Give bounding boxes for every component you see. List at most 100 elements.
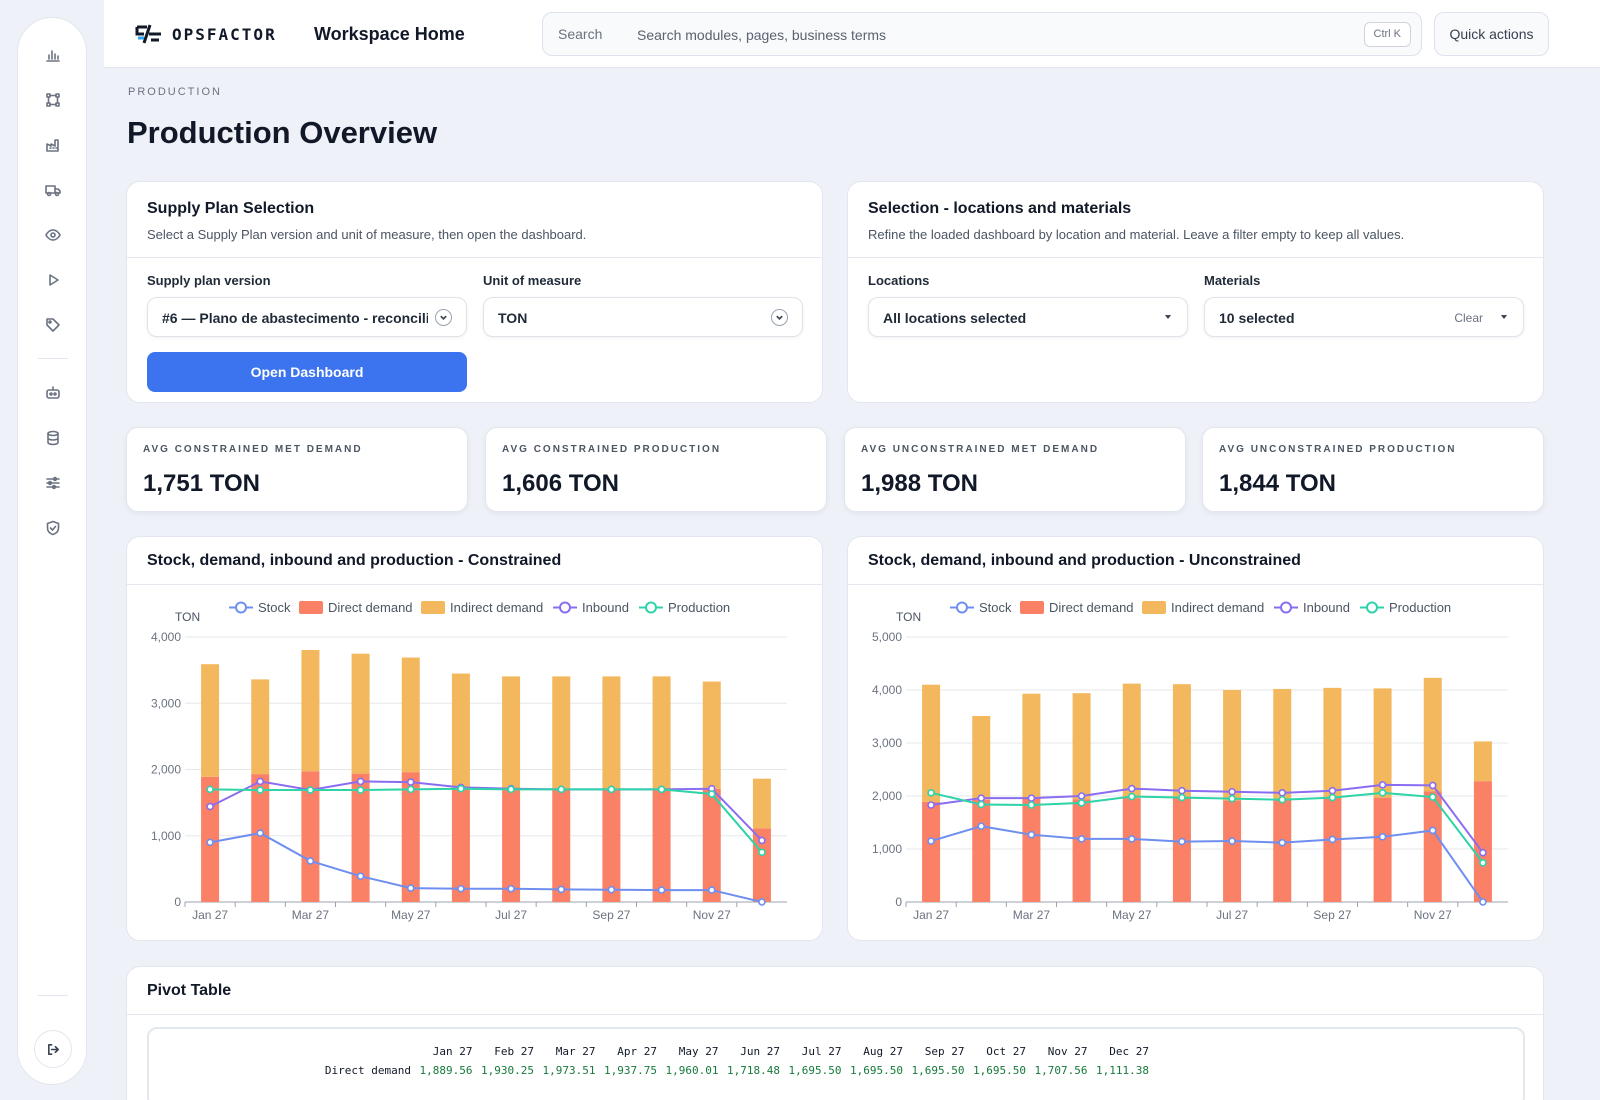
breadcrumb[interactable]: PRODUCTION bbox=[128, 86, 222, 98]
uom-select[interactable]: TON bbox=[483, 297, 803, 337]
point-production[interactable] bbox=[1278, 795, 1287, 804]
point-inbound[interactable] bbox=[1428, 781, 1437, 790]
open-dashboard-button[interactable]: Open Dashboard bbox=[147, 352, 467, 392]
factory-icon[interactable] bbox=[42, 134, 64, 156]
legend-item-inbound[interactable]: Inbound bbox=[553, 600, 629, 615]
bar-direct-demand[interactable] bbox=[702, 788, 721, 902]
point-production[interactable] bbox=[1178, 793, 1186, 802]
bar-direct-demand[interactable] bbox=[451, 788, 470, 902]
bar-direct-demand[interactable] bbox=[1172, 796, 1191, 902]
point-production[interactable] bbox=[507, 785, 515, 794]
point-production[interactable] bbox=[707, 790, 716, 798]
sliders-icon[interactable] bbox=[42, 472, 64, 494]
bar-direct-demand[interactable] bbox=[552, 789, 571, 902]
point-inbound[interactable] bbox=[406, 778, 415, 786]
supply-plan-version-select[interactable]: #6 — Plano de abastecimento - reconcilia… bbox=[147, 297, 467, 337]
bar-indirect-demand[interactable] bbox=[201, 664, 220, 777]
bar-direct-demand[interactable] bbox=[1072, 799, 1091, 902]
legend-item-inbound[interactable]: Inbound bbox=[1274, 600, 1350, 615]
bar-direct-demand[interactable] bbox=[602, 789, 621, 902]
point-production[interactable] bbox=[1027, 801, 1036, 809]
point-production[interactable] bbox=[1328, 793, 1337, 802]
pivot-column-header[interactable]: Jun 27 bbox=[740, 1045, 780, 1058]
point-stock[interactable] bbox=[707, 886, 716, 894]
point-stock[interactable] bbox=[507, 884, 515, 893]
point-stock[interactable] bbox=[1428, 826, 1437, 835]
point-production[interactable] bbox=[1479, 858, 1487, 867]
bar-indirect-demand[interactable] bbox=[351, 653, 370, 774]
legend-item-indirect-demand[interactable]: Indirect demand bbox=[1142, 600, 1264, 615]
point-inbound[interactable] bbox=[256, 777, 265, 786]
workflow-icon[interactable] bbox=[42, 89, 64, 111]
point-production[interactable] bbox=[1428, 793, 1437, 801]
bar-indirect-demand[interactable] bbox=[1122, 683, 1141, 799]
bar-direct-demand[interactable] bbox=[922, 801, 941, 902]
pivot-column-header[interactable]: Nov 27 bbox=[1047, 1045, 1088, 1058]
point-inbound[interactable] bbox=[1077, 792, 1086, 800]
bar-indirect-demand[interactable] bbox=[1223, 690, 1242, 801]
legend-item-stock[interactable]: Stock bbox=[950, 600, 1012, 615]
point-inbound[interactable] bbox=[356, 777, 365, 786]
point-stock[interactable] bbox=[1178, 837, 1186, 846]
legend-item-direct-demand[interactable]: Direct demand bbox=[299, 600, 413, 615]
materials-select[interactable]: 10 selected Clear bbox=[1204, 297, 1524, 337]
bar-indirect-demand[interactable] bbox=[972, 715, 991, 800]
point-stock[interactable] bbox=[256, 829, 265, 837]
bar-direct-demand[interactable] bbox=[502, 789, 521, 902]
locations-select[interactable]: All locations selected bbox=[868, 297, 1188, 337]
point-production[interactable] bbox=[1378, 789, 1387, 797]
tag-icon[interactable] bbox=[42, 314, 64, 336]
point-stock[interactable] bbox=[1077, 835, 1086, 843]
bar-indirect-demand[interactable] bbox=[251, 679, 270, 775]
point-production[interactable] bbox=[607, 785, 616, 794]
bar-indirect-demand[interactable] bbox=[752, 778, 771, 829]
bar-indirect-demand[interactable] bbox=[1172, 684, 1191, 797]
point-inbound[interactable] bbox=[1127, 784, 1136, 793]
bar-indirect-demand[interactable] bbox=[1323, 687, 1342, 798]
bar-direct-demand[interactable] bbox=[1473, 781, 1492, 902]
bar-direct-demand[interactable] bbox=[401, 772, 420, 902]
truck-icon[interactable] bbox=[42, 179, 64, 201]
eye-icon[interactable] bbox=[42, 224, 64, 246]
point-stock[interactable] bbox=[1278, 838, 1287, 847]
point-production[interactable] bbox=[256, 786, 265, 794]
point-stock[interactable] bbox=[206, 838, 214, 847]
bar-direct-demand[interactable] bbox=[972, 799, 991, 902]
point-inbound[interactable] bbox=[977, 794, 986, 802]
point-inbound[interactable] bbox=[927, 801, 935, 809]
point-production[interactable] bbox=[927, 789, 935, 797]
bar-direct-demand[interactable] bbox=[1373, 797, 1392, 902]
point-inbound[interactable] bbox=[1027, 794, 1036, 802]
bar-indirect-demand[interactable] bbox=[1423, 677, 1442, 792]
point-stock[interactable] bbox=[356, 872, 365, 880]
legend-item-indirect-demand[interactable]: Indirect demand bbox=[421, 600, 543, 615]
shield-icon[interactable] bbox=[42, 517, 64, 539]
pivot-column-header[interactable]: Aug 27 bbox=[863, 1045, 903, 1058]
bar-indirect-demand[interactable] bbox=[552, 676, 571, 790]
point-stock[interactable] bbox=[306, 857, 315, 865]
bar-indirect-demand[interactable] bbox=[602, 676, 621, 790]
point-production[interactable] bbox=[758, 848, 766, 857]
point-inbound[interactable] bbox=[1378, 781, 1387, 789]
global-search[interactable]: Search Ctrl K bbox=[542, 12, 1422, 56]
point-stock[interactable] bbox=[1479, 898, 1487, 906]
bar-indirect-demand[interactable] bbox=[401, 657, 420, 773]
point-stock[interactable] bbox=[1378, 833, 1387, 841]
legend-item-production[interactable]: Production bbox=[639, 600, 730, 615]
pivot-column-header[interactable]: Jan 27 bbox=[432, 1045, 473, 1058]
bar-indirect-demand[interactable] bbox=[502, 676, 521, 790]
point-stock[interactable] bbox=[758, 898, 766, 906]
point-stock[interactable] bbox=[1228, 837, 1236, 845]
bar-indirect-demand[interactable] bbox=[922, 684, 941, 802]
bar-direct-demand[interactable] bbox=[1423, 791, 1442, 902]
search-input[interactable] bbox=[637, 21, 1337, 49]
legend-item-direct-demand[interactable]: Direct demand bbox=[1020, 600, 1134, 615]
bar-direct-demand[interactable] bbox=[301, 771, 320, 902]
materials-clear-button[interactable]: Clear bbox=[1454, 311, 1483, 325]
bar-indirect-demand[interactable] bbox=[301, 650, 320, 772]
bar-direct-demand[interactable] bbox=[1122, 798, 1141, 902]
pivot-column-header[interactable]: Jul 27 bbox=[801, 1045, 842, 1058]
bar-direct-demand[interactable] bbox=[351, 773, 370, 902]
point-inbound[interactable] bbox=[206, 802, 214, 811]
bar-indirect-demand[interactable] bbox=[1072, 693, 1091, 800]
